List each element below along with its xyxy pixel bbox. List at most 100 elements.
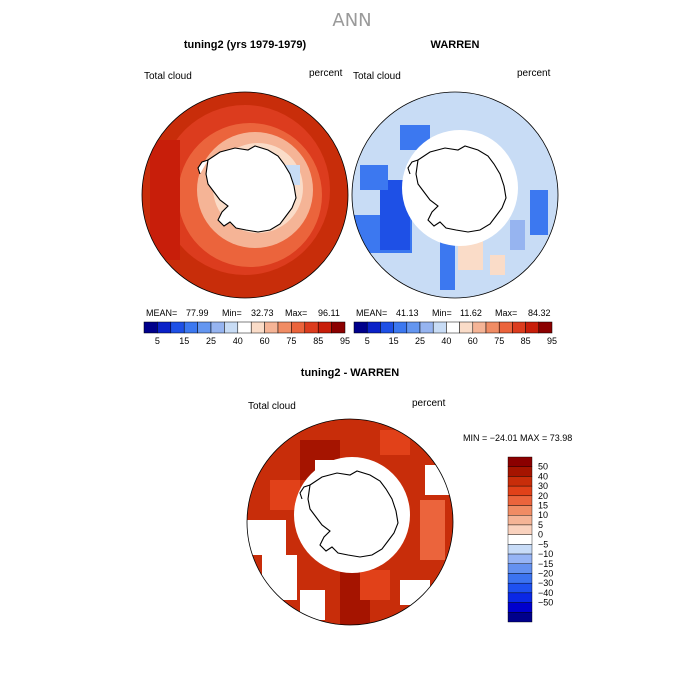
svg-text:96.11: 96.11 <box>318 308 340 318</box>
colorbar-tick-label: −40 <box>538 588 553 598</box>
colorbar-swatch <box>485 321 500 334</box>
colorbar-swatch <box>210 321 225 334</box>
obs-title: WARREN <box>431 39 480 51</box>
colorbar-swatch <box>183 321 198 334</box>
colorbar-tick-label: 85 <box>521 336 531 346</box>
colorbar-tick-label: 40 <box>538 471 548 481</box>
colorbar-tick-label: 20 <box>538 491 548 501</box>
colorbar-swatch <box>507 476 533 487</box>
svg-text:Max=: Max= <box>495 308 517 318</box>
colorbar-swatch <box>507 534 533 545</box>
colorbar-swatch <box>157 321 172 334</box>
colorbar-swatch <box>353 321 368 334</box>
colorbar-tick-label: −20 <box>538 568 553 578</box>
svg-text:32.73: 32.73 <box>251 308 274 318</box>
svg-text:Min=: Min= <box>222 308 242 318</box>
colorbar-tick-label: −15 <box>538 559 553 569</box>
colorbar-tick-label: 95 <box>547 336 557 346</box>
colorbar-swatch <box>143 321 158 334</box>
colorbar-swatch <box>264 321 279 334</box>
svg-text:84.32: 84.32 <box>528 308 551 318</box>
colorbar-swatch <box>291 321 306 334</box>
colorbar-swatch <box>459 321 474 334</box>
colorbar-tick-label: 15 <box>389 336 399 346</box>
colorbar-swatch <box>419 321 434 334</box>
obs-colorbar: 5 15 25 40 60 75 85 95 <box>353 321 557 346</box>
colorbar-swatch <box>507 524 533 535</box>
colorbar-tick-label: 10 <box>538 510 548 520</box>
colorbar-swatch <box>507 456 533 467</box>
model-panel: tuning2 (yrs 1979-1979) Total cloud perc… <box>141 39 350 346</box>
colorbar-tick-label: 25 <box>415 336 425 346</box>
colorbar-swatch <box>317 321 332 334</box>
model-title: tuning2 (yrs 1979-1979) <box>184 39 307 51</box>
model-stats: MEAN= 77.99 Min= 32.73 Max= 96.11 <box>146 308 340 318</box>
colorbar-swatch <box>406 321 421 334</box>
diff-range-text: MIN = −24.01 MAX = 73.98 <box>463 433 572 443</box>
colorbar-tick-label: 25 <box>206 336 216 346</box>
colorbar-swatch <box>366 321 381 334</box>
colorbar-swatch <box>507 515 533 526</box>
colorbar-swatch <box>507 582 533 594</box>
colorbar-tick-label: 95 <box>340 336 350 346</box>
colorbar-swatch <box>507 485 533 497</box>
colorbar-swatch <box>507 592 533 603</box>
obs-variable-label: Total cloud <box>353 71 401 82</box>
model-units-label: percent <box>309 68 343 79</box>
svg-text:MEAN=: MEAN= <box>146 308 177 318</box>
obs-stats: MEAN= 41.13 Min= 11.62 Max= 84.32 <box>356 308 551 318</box>
colorbar-tick-label: 5 <box>365 336 370 346</box>
diff-map <box>247 419 453 625</box>
svg-text:77.99: 77.99 <box>186 308 209 318</box>
colorbar-tick-label: 60 <box>260 336 270 346</box>
diff-title: tuning2 - WARREN <box>301 367 399 379</box>
colorbar-tick-label: 0 <box>538 530 543 540</box>
colorbar-swatch <box>393 321 408 334</box>
colorbar-swatch <box>507 602 533 613</box>
figure-title: ANN <box>332 10 371 31</box>
colorbar-swatch <box>380 321 394 334</box>
colorbar-swatch <box>507 466 533 477</box>
colorbar-tick-label: −50 <box>538 598 553 608</box>
colorbar-tick-label: 15 <box>538 501 548 511</box>
colorbar-tick-label: 75 <box>286 336 296 346</box>
colorbar-tick-label: 30 <box>538 481 548 491</box>
colorbar-tick-label: 5 <box>538 520 543 530</box>
colorbar-tick-label: 40 <box>441 336 451 346</box>
svg-text:Max=: Max= <box>285 308 307 318</box>
svg-text:MEAN=: MEAN= <box>356 308 387 318</box>
colorbar-swatch <box>525 321 540 334</box>
colorbar-tick-label: 5 <box>155 336 160 346</box>
colorbar-swatch <box>507 612 533 623</box>
colorbar-swatch <box>277 321 292 334</box>
colorbar-swatch <box>250 321 265 334</box>
colorbar-tick-label: 40 <box>233 336 243 346</box>
colorbar-tick-label: −30 <box>538 578 553 588</box>
model-map <box>142 92 348 298</box>
obs-units-label: percent <box>517 68 551 79</box>
colorbar-swatch <box>507 544 533 555</box>
colorbar-swatch <box>507 553 533 564</box>
colorbar-swatch <box>507 505 533 516</box>
colorbar-tick-label: −5 <box>538 539 548 549</box>
colorbar-swatch <box>304 321 319 334</box>
colorbar-swatch <box>331 321 346 334</box>
svg-text:41.13: 41.13 <box>396 308 419 318</box>
colorbar-swatch <box>507 573 533 584</box>
colorbar-swatch <box>512 321 526 334</box>
diff-panel: tuning2 - WARREN Total cloud percent MIN… <box>246 367 572 626</box>
colorbar-tick-label: 60 <box>468 336 478 346</box>
colorbar-swatch <box>224 321 239 334</box>
colorbar-swatch <box>170 321 185 334</box>
obs-panel: WARREN Total cloud percent MEAN= 41.13 M… <box>351 39 559 346</box>
colorbar-swatch <box>432 321 447 334</box>
colorbar-tick-label: 50 <box>538 462 548 472</box>
colorbar-swatch <box>507 563 533 574</box>
svg-text:Min=: Min= <box>432 308 452 318</box>
colorbar-swatch <box>446 321 460 334</box>
svg-text:11.62: 11.62 <box>460 308 482 318</box>
colorbar-swatch <box>237 321 252 334</box>
